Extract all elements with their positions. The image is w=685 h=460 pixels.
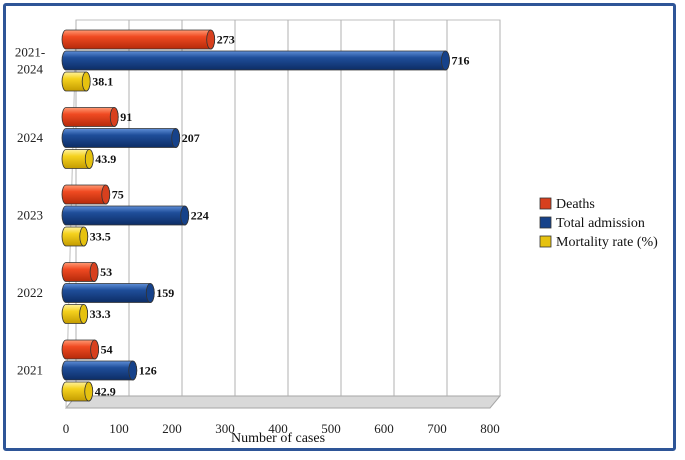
bar-end-cap [84, 381, 94, 402]
x-tick-label: 200 [162, 421, 182, 436]
x-tick-label: 400 [268, 421, 288, 436]
category-label: 2022 [17, 285, 43, 300]
bar-end-cap [90, 339, 100, 360]
data-label: 224 [191, 209, 209, 223]
bar-body [61, 205, 190, 226]
bar-end-cap [79, 226, 89, 247]
data-label: 207 [182, 131, 200, 145]
data-label: 33.3 [90, 307, 111, 321]
bar-total-admission: 159 [61, 283, 174, 303]
bars: 273 716 38.1 91 207 43.9 75 224 33.5 53 159 33.3 54 1… [61, 29, 469, 402]
x-tick-label: 500 [321, 421, 341, 436]
bar-mortality-rate: 42.9 [61, 381, 116, 402]
data-label: 273 [217, 33, 235, 47]
bar-end-cap [206, 29, 216, 50]
bar-end-cap [101, 184, 111, 205]
x-tick-label: 300 [215, 421, 235, 436]
data-label: 42.9 [95, 385, 116, 399]
bar-body [61, 128, 181, 148]
x-axis-label: Number of cases [231, 431, 325, 446]
bar-end-cap [180, 205, 190, 226]
bar-end-cap [79, 304, 89, 324]
bar-mortality-rate: 33.3 [61, 304, 111, 324]
x-axis-ticks: 0 100 200 300 400 500 600 700 800 [63, 421, 500, 436]
x-tick-label: 100 [109, 421, 129, 436]
bar-mortality-rate: 38.1 [61, 71, 113, 92]
legend: Deaths Total admission Mortality rate (%) [539, 197, 658, 250]
bar-body [61, 360, 138, 381]
bar-total-admission: 224 [61, 205, 209, 226]
x-tick-label: 700 [427, 421, 447, 436]
bar-deaths: 53 [61, 262, 112, 282]
x-tick-label: 0 [63, 421, 70, 436]
data-label: 53 [100, 265, 112, 279]
floor [64, 395, 502, 409]
data-label: 33.5 [90, 230, 111, 244]
bar-total-admission: 126 [61, 360, 157, 381]
legend-swatch [539, 197, 552, 210]
bar-deaths: 273 [61, 29, 235, 50]
data-label: 43.9 [95, 152, 116, 166]
bar-end-cap [145, 283, 155, 303]
bar-end-cap [89, 262, 99, 282]
data-label: 159 [156, 286, 174, 300]
bar-body [61, 107, 119, 127]
bar-end-cap [81, 71, 91, 92]
bar-end-cap [441, 50, 450, 71]
y-axis-categories: 2021-2024 2024 2023 2022 2021 [15, 45, 45, 378]
bar-deaths: 54 [61, 339, 113, 360]
x-tick-label: 600 [374, 421, 394, 436]
bar-total-admission: 716 [61, 50, 469, 71]
data-label: 716 [451, 54, 469, 68]
bar-end-cap [171, 128, 181, 148]
bar-mortality-rate: 33.5 [61, 226, 111, 247]
x-tick-label: 800 [480, 421, 500, 436]
legend-swatch [539, 216, 552, 229]
bar-end-cap [109, 107, 119, 127]
bar-deaths: 75 [61, 184, 124, 205]
data-label: 75 [112, 188, 124, 202]
legend-label: Total admission [556, 216, 645, 231]
bar-mortality-rate: 43.9 [61, 149, 116, 169]
category-label: 2021-2024 [15, 45, 45, 77]
data-label: 38.1 [92, 75, 113, 89]
bar-body [61, 283, 155, 303]
category-label: 2023 [17, 208, 43, 223]
bar-end-cap [84, 149, 94, 169]
bar-body [61, 29, 216, 50]
bar-deaths: 91 [61, 107, 132, 127]
legend-label: Deaths [556, 197, 595, 212]
bar-body [61, 50, 450, 71]
legend-label: Mortality rate (%) [556, 235, 658, 250]
legend-swatch [539, 235, 552, 248]
bar-total-admission: 207 [61, 128, 200, 148]
category-label: 2024 [17, 130, 44, 145]
category-label: 2021 [17, 363, 43, 378]
bar-end-cap [128, 360, 138, 381]
data-label: 91 [120, 110, 132, 124]
data-label: 54 [101, 343, 113, 357]
data-label: 126 [139, 364, 157, 378]
